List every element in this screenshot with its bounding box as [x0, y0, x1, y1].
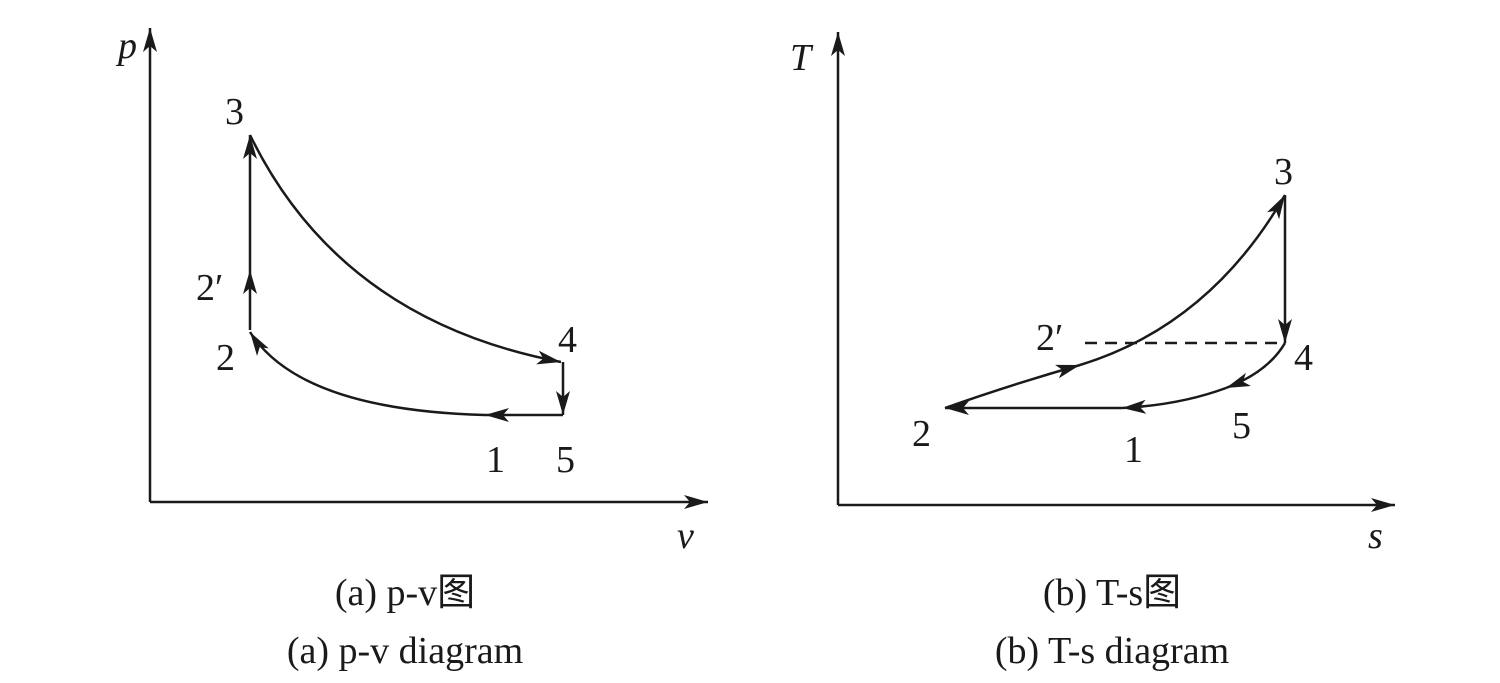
point-label: 5: [1232, 405, 1251, 447]
point-label: 4: [558, 319, 577, 361]
point-label: 4: [1294, 337, 1313, 379]
point-label: 3: [1274, 151, 1293, 193]
caption-zh: (b) T-s图: [1043, 572, 1181, 614]
caption-en: (b) T-s diagram: [995, 630, 1229, 672]
point-label: 5: [556, 439, 575, 481]
process-line: [248, 134, 562, 365]
axis-label: p: [115, 25, 137, 67]
point-label: 3: [225, 91, 244, 133]
caption-zh: (a) p-v图: [335, 572, 475, 614]
point-label: 2′: [1036, 317, 1063, 359]
point-label: 2′: [196, 267, 223, 309]
ts-diagram: T s 3 2′ 4 5 2 1 (b) T-s图 (b) T-s diagra…: [790, 32, 1395, 672]
pv-diagram: p v 3 2′ 2 4 1 5 (a) p-v图 (a) p-v diagra…: [115, 25, 708, 672]
process-line: [1079, 194, 1287, 367]
point-label: 2: [912, 413, 931, 455]
axis-label: s: [1368, 515, 1383, 557]
process-line: [1121, 386, 1227, 414]
caption-en: (a) p-v diagram: [287, 630, 523, 672]
process-line: [1225, 342, 1287, 390]
axis-label: T: [790, 37, 814, 79]
point-label: 1: [486, 439, 505, 481]
process-line: [248, 331, 486, 417]
point-label: 2: [216, 337, 235, 379]
axis-label: v: [677, 515, 694, 557]
process-line: [944, 363, 1081, 410]
point-label: 1: [1124, 429, 1143, 471]
